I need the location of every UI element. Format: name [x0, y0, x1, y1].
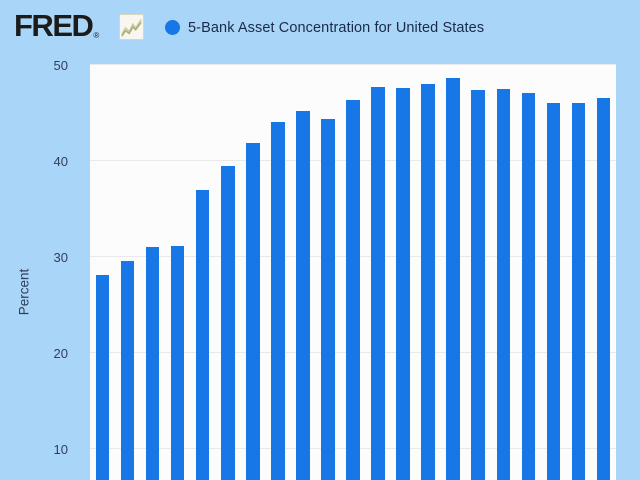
y-tick-label-20: 20: [53, 346, 68, 361]
bar-2002: [246, 142, 260, 480]
series-legend-dot: [165, 20, 180, 35]
bar-2003: [271, 121, 285, 480]
registered-trademark: ®: [93, 31, 100, 40]
y-tick-label-50: 50: [53, 58, 68, 73]
bar-2014: [546, 103, 561, 480]
bar-2008: [396, 88, 410, 480]
bar-2009: [421, 84, 435, 480]
bar-1997: [120, 260, 135, 480]
bar-1999: [170, 246, 185, 480]
bar-2016: [596, 97, 611, 480]
bar-2001: [221, 165, 235, 480]
y-tick-label-10: 10: [53, 442, 68, 457]
bar-2005: [321, 118, 335, 480]
chart-title: 5-Bank Asset Concentration for United St…: [188, 20, 485, 36]
chart-header: FRED® 5-Bank Asset Concentration for Uni…: [0, 0, 640, 56]
bar-2015: [571, 103, 586, 480]
y-tick-label-30: 30: [53, 250, 68, 265]
bar-1998: [145, 247, 160, 480]
bar-2004: [296, 111, 310, 480]
fred-logo-text: FRED: [14, 8, 94, 43]
bar-2012: [496, 88, 511, 480]
bar-2006: [346, 99, 360, 480]
gridline-50: [90, 64, 616, 65]
bar-2000: [195, 189, 210, 480]
bar-2007: [371, 87, 385, 480]
y-axis-label: Percent: [16, 268, 32, 316]
bar-2010: [446, 78, 460, 480]
bar-2013: [521, 92, 536, 480]
bar-1996: [95, 275, 110, 480]
bar-2011: [471, 89, 485, 480]
plot-area: [90, 64, 616, 480]
line-chart-icon: [119, 14, 144, 40]
y-tick-label-40: 40: [53, 154, 68, 169]
fred-logo: FRED®: [14, 8, 99, 44]
